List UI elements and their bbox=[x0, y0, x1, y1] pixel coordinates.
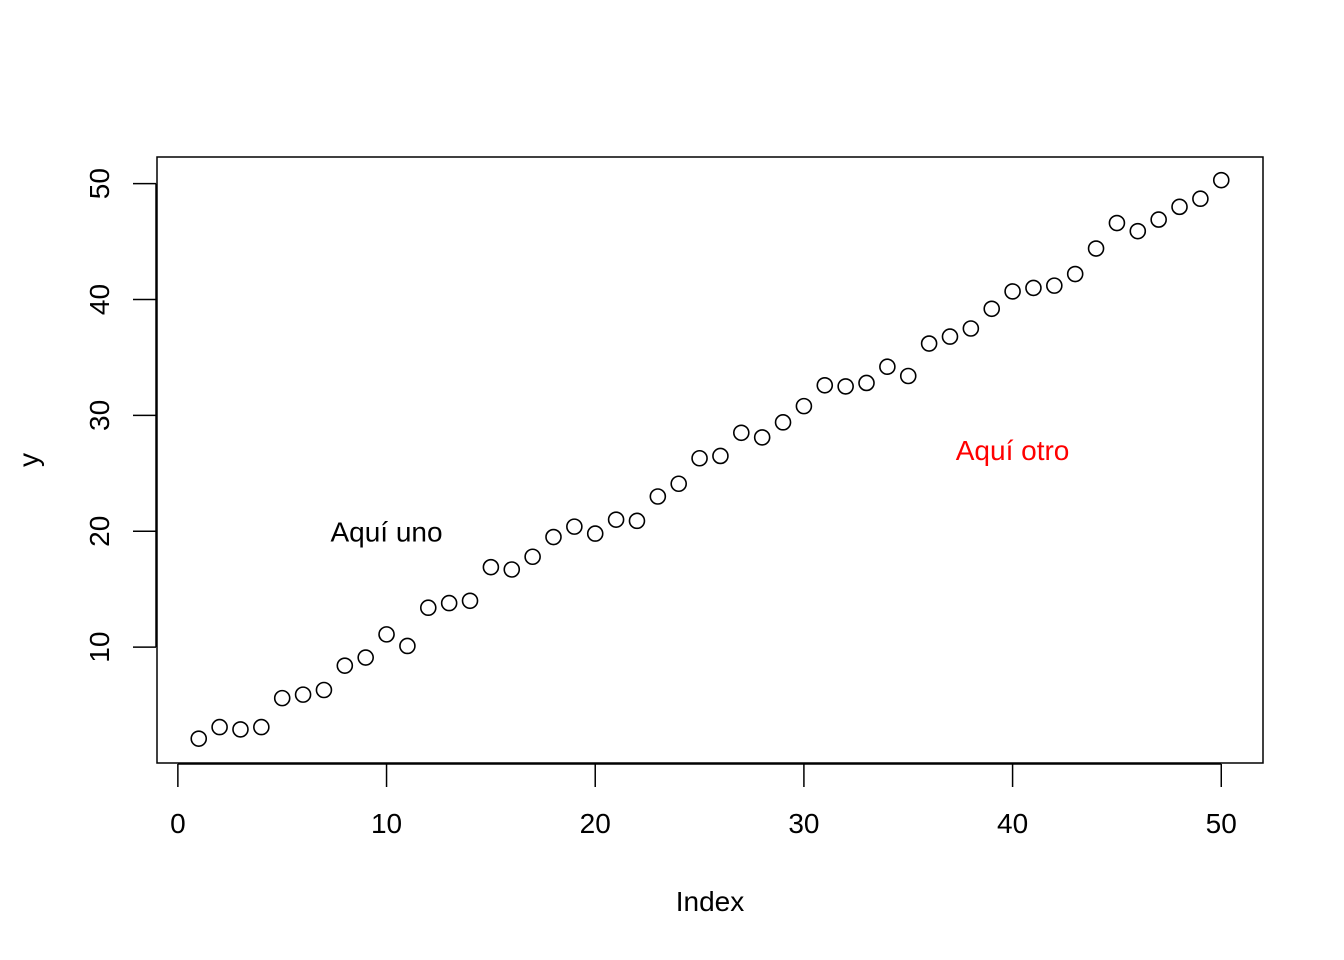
data-point bbox=[378, 626, 395, 643]
data-point bbox=[232, 721, 249, 738]
data-point bbox=[670, 475, 687, 493]
data-point bbox=[941, 328, 959, 345]
data-point bbox=[273, 689, 291, 707]
data-point bbox=[837, 378, 854, 395]
data-point bbox=[503, 561, 521, 578]
data-point bbox=[586, 525, 604, 542]
data-point bbox=[1087, 240, 1105, 257]
x-tick-label: 0 bbox=[170, 808, 186, 839]
data-point bbox=[253, 718, 270, 736]
data-point bbox=[858, 374, 875, 392]
data-point bbox=[190, 730, 208, 747]
data-point bbox=[607, 511, 625, 528]
data-point bbox=[1025, 279, 1042, 297]
data-point bbox=[774, 414, 792, 431]
data-point bbox=[211, 718, 228, 736]
data-point bbox=[795, 397, 813, 415]
data-point bbox=[899, 367, 917, 385]
y-tick-label: 10 bbox=[84, 632, 115, 663]
data-point bbox=[753, 429, 771, 446]
x-axis: 0 10 20 30 40 50 bbox=[170, 763, 1237, 839]
data-point bbox=[294, 686, 312, 703]
data-point bbox=[482, 558, 500, 576]
y-tick-label: 50 bbox=[84, 168, 115, 199]
data-point bbox=[879, 358, 896, 376]
data-point bbox=[628, 512, 646, 530]
data-point bbox=[357, 649, 374, 666]
data-point bbox=[1066, 265, 1084, 283]
data-point bbox=[440, 594, 458, 612]
data-point bbox=[691, 449, 708, 467]
data-point bbox=[1046, 277, 1063, 294]
annotation-label: Aquí uno bbox=[330, 516, 442, 547]
x-tick-label: 40 bbox=[997, 808, 1028, 839]
data-point bbox=[712, 447, 729, 465]
data-point bbox=[816, 376, 834, 394]
x-tick-label: 50 bbox=[1206, 808, 1237, 839]
data-point bbox=[1171, 198, 1188, 216]
x-tick-label: 20 bbox=[580, 808, 611, 839]
data-point bbox=[545, 528, 562, 546]
data-point bbox=[336, 657, 354, 674]
y-tick-label: 30 bbox=[84, 400, 115, 431]
data-point bbox=[461, 592, 479, 610]
annotations: Aquí uno Aquí otro bbox=[330, 435, 1069, 547]
data-point bbox=[920, 335, 938, 352]
data-point bbox=[524, 548, 541, 566]
data-points bbox=[190, 171, 1230, 747]
x-tick-label: 30 bbox=[788, 808, 819, 839]
annotation-label: Aquí otro bbox=[956, 435, 1070, 466]
y-tick-label: 20 bbox=[84, 516, 115, 547]
data-point bbox=[566, 518, 583, 535]
data-point bbox=[1108, 214, 1126, 232]
data-point bbox=[1150, 211, 1167, 228]
data-point bbox=[733, 424, 750, 442]
data-point bbox=[419, 599, 437, 617]
y-axis: 10 20 30 40 50 bbox=[84, 168, 157, 663]
plot-frame bbox=[156, 156, 1264, 764]
data-point bbox=[1212, 171, 1230, 189]
data-point bbox=[1192, 190, 1209, 208]
x-axis-label: Index bbox=[676, 886, 745, 917]
y-axis-label: y bbox=[13, 453, 44, 467]
data-point bbox=[983, 300, 1001, 318]
data-point bbox=[649, 488, 667, 505]
y-tick-label: 40 bbox=[84, 284, 115, 315]
x-tick-label: 10 bbox=[371, 808, 402, 839]
data-point bbox=[315, 681, 333, 699]
data-point bbox=[1004, 283, 1021, 300]
data-point bbox=[1129, 222, 1147, 240]
data-point bbox=[399, 637, 416, 655]
data-point bbox=[962, 320, 980, 337]
